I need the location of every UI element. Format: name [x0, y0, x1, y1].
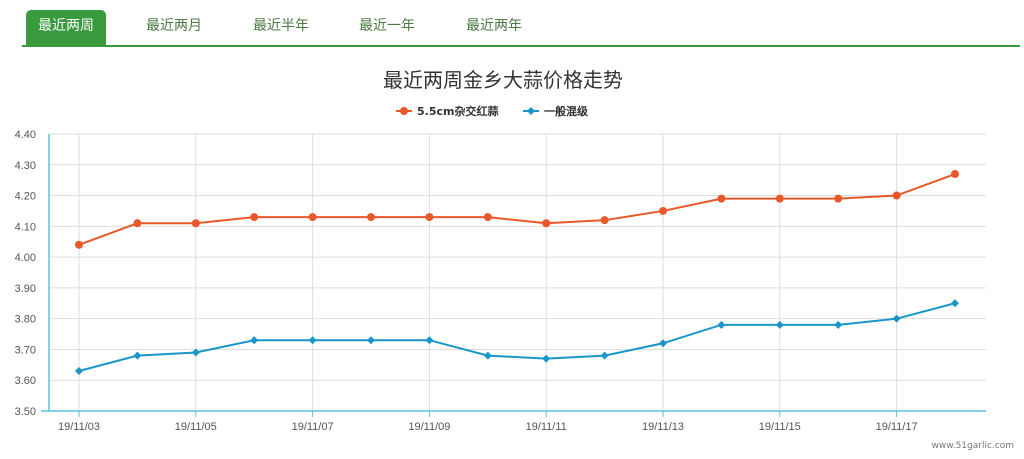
data-point [483, 213, 492, 222]
series-line-1 [78, 173, 956, 246]
data-point [133, 219, 142, 228]
legend-label-2: 一般混级 [544, 104, 589, 118]
data-point [75, 366, 83, 375]
data-point [367, 336, 375, 345]
circle-marker-icon [400, 107, 408, 115]
data-point [308, 213, 317, 222]
data-point [775, 194, 784, 203]
y-tick-label: 3.90 [15, 283, 36, 295]
data-point [717, 194, 726, 203]
data-point [542, 354, 551, 363]
data-point [717, 320, 726, 329]
data-point [191, 348, 200, 357]
data-point [250, 336, 259, 345]
x-tick-label: 19/11/17 [876, 421, 918, 433]
tab-two-weeks[interactable]: 最近两周 [26, 10, 106, 45]
legend-item-2[interactable]: 一般混级 [523, 104, 589, 118]
data-point [600, 216, 609, 225]
data-point [600, 351, 609, 360]
x-tick-label: 19/11/05 [175, 421, 217, 433]
data-point [542, 219, 551, 228]
y-tick-label: 4.00 [15, 252, 36, 264]
data-point [892, 314, 901, 323]
tab-one-year[interactable]: 最近一年 [359, 18, 415, 34]
y-tick-label: 4.10 [15, 221, 36, 233]
y-tick-label: 3.80 [15, 314, 36, 326]
data-point [308, 336, 317, 345]
data-point [775, 320, 784, 329]
tab-half-year[interactable]: 最近半年 [253, 18, 309, 34]
data-point [834, 194, 843, 203]
data-point [367, 213, 375, 222]
y-tick-label: 4.30 [15, 160, 36, 172]
y-tick-label: 3.50 [15, 406, 36, 418]
data-point [951, 170, 959, 179]
diamond-marker-icon [527, 107, 535, 115]
data-point [250, 213, 259, 222]
data-point [425, 213, 434, 222]
data-point [75, 240, 83, 249]
data-point [425, 336, 434, 345]
data-point [834, 320, 843, 329]
y-tick-label: 4.20 [15, 191, 36, 203]
legend-label-1: 5.5cm杂交红蒜 [417, 104, 498, 118]
x-tick-label: 19/11/11 [526, 421, 567, 433]
x-tick-label: 19/11/03 [58, 421, 100, 433]
range-tabs: 最近两周 最近两月 最近半年 最近一年 最近两年 [22, 10, 1020, 47]
data-point [191, 219, 200, 228]
x-tick-label: 19/11/15 [759, 421, 801, 433]
data-point [483, 351, 492, 360]
data-point [951, 299, 959, 308]
x-tick-label: 19/11/09 [408, 421, 450, 433]
y-tick-label: 3.70 [15, 344, 36, 356]
chart-title: 最近两周金乡大蒜价格走势 [383, 68, 623, 92]
y-tick-label: 4.40 [15, 129, 36, 141]
x-tick-label: 19/11/07 [292, 421, 334, 433]
series-line-2 [78, 302, 956, 372]
legend-item-1[interactable]: 5.5cm杂交红蒜 [396, 104, 498, 118]
y-tick-label: 3.60 [15, 375, 36, 387]
data-point [659, 206, 667, 215]
watermark: www.51garlic.com [931, 441, 1014, 451]
data-point [659, 339, 667, 348]
x-tick-label: 19/11/13 [642, 421, 684, 433]
tab-two-years[interactable]: 最近两年 [466, 18, 522, 34]
data-point [892, 191, 901, 200]
tab-two-months[interactable]: 最近两月 [146, 18, 202, 34]
data-point [133, 351, 142, 360]
